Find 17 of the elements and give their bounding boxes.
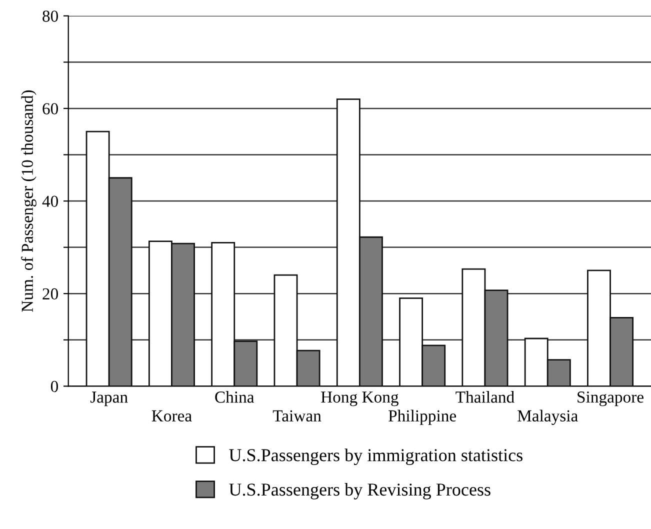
y-tick-label: 60	[42, 103, 58, 114]
x-tick-label: Singapore	[578, 392, 644, 406]
x-tick-label: Malaysia	[518, 410, 578, 425]
x-tick-label: Philippine	[388, 410, 456, 425]
legend-label: U.S.Passengers by immigration statistics	[229, 448, 522, 466]
y-tick-label: 0	[50, 380, 58, 392]
y-tick-label: 20	[42, 288, 58, 300]
legend-label: U.S.Passengers by Revising Process	[229, 483, 490, 500]
y-tick-label: 40	[42, 196, 58, 207]
x-tick-label: China	[215, 391, 254, 403]
x-tick-label: Thailand	[456, 391, 514, 403]
x-tick-label: Hong Kong	[321, 392, 398, 406]
y-tick-label: 80	[42, 10, 58, 22]
x-tick-label: Taiwan	[272, 410, 322, 422]
y-axis-title: Num. of Passenger (10 thousand)	[21, 90, 36, 312]
x-tick-label: Korea	[152, 410, 192, 422]
x-tick-label: Japan	[90, 392, 128, 406]
